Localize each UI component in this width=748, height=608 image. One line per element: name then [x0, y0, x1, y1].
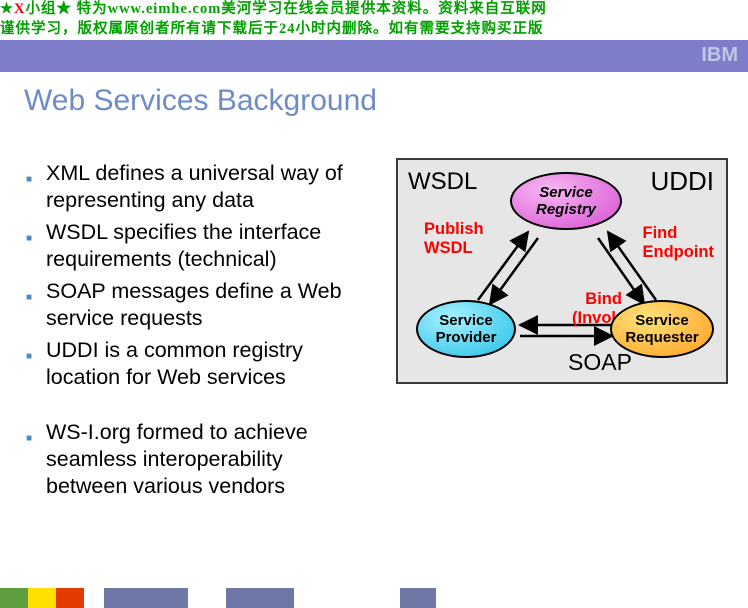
- bullet-item: WSDL specifies the interface requirement…: [24, 219, 364, 273]
- slide-title: Web Services Background: [24, 84, 377, 118]
- node-service-provider: ServiceProvider: [416, 300, 516, 358]
- wm-x: X: [14, 1, 25, 17]
- edge-label-publish: PublishWSDL: [424, 220, 484, 258]
- footer-segment: [84, 588, 104, 608]
- footer-segment: [28, 588, 56, 608]
- architecture-diagram: WSDL UDDI SOAP PublishWSDL FindEndpoint: [396, 158, 728, 384]
- footer-segment: [400, 588, 436, 608]
- watermark-banner: ★X小组★ 特为www.eimhe.com美河学习在线会员提供本资料。资料来自互…: [0, 0, 748, 40]
- bullet-item: WS-I.org formed to achieve seamless inte…: [24, 419, 364, 500]
- slide-content: XML defines a universal way of represent…: [0, 158, 748, 574]
- ibm-logo: IBM: [701, 44, 738, 67]
- footer-segment: [56, 588, 84, 608]
- footer-segment: [436, 588, 748, 608]
- footer-segment: [188, 588, 226, 608]
- bullet-item: UDDI is a common registry location for W…: [24, 337, 364, 391]
- bullet-item: XML defines a universal way of represent…: [24, 160, 364, 214]
- edge-label-find: FindEndpoint: [643, 224, 714, 262]
- footer-segment: [104, 588, 188, 608]
- corner-label-uddi: UDDI: [650, 166, 714, 197]
- bullet-item: SOAP messages define a Web service reque…: [24, 278, 364, 332]
- node-service-requester: ServiceRequester: [610, 300, 714, 358]
- wm-line2: 谨供学习，版权属原创者所有请下载后于24小时内删除。如有需要支持购买正版: [0, 21, 544, 37]
- footer-segment: [226, 588, 294, 608]
- bullet-list: XML defines a universal way of represent…: [24, 160, 364, 505]
- wm-line1-rest: 小组★ 特为www.eimhe.com美河学习在线会员提供本资料。资料来自互联网: [25, 1, 546, 17]
- corner-label-wsdl: WSDL: [408, 168, 477, 196]
- node-service-registry: ServiceRegistry: [510, 172, 622, 230]
- footer-segment: [294, 588, 400, 608]
- corner-label-soap: SOAP: [568, 349, 632, 376]
- footer-segment: [0, 588, 28, 608]
- header-band: [0, 40, 748, 72]
- footer-stripe: [0, 588, 748, 608]
- wm-star-left: ★: [0, 1, 14, 17]
